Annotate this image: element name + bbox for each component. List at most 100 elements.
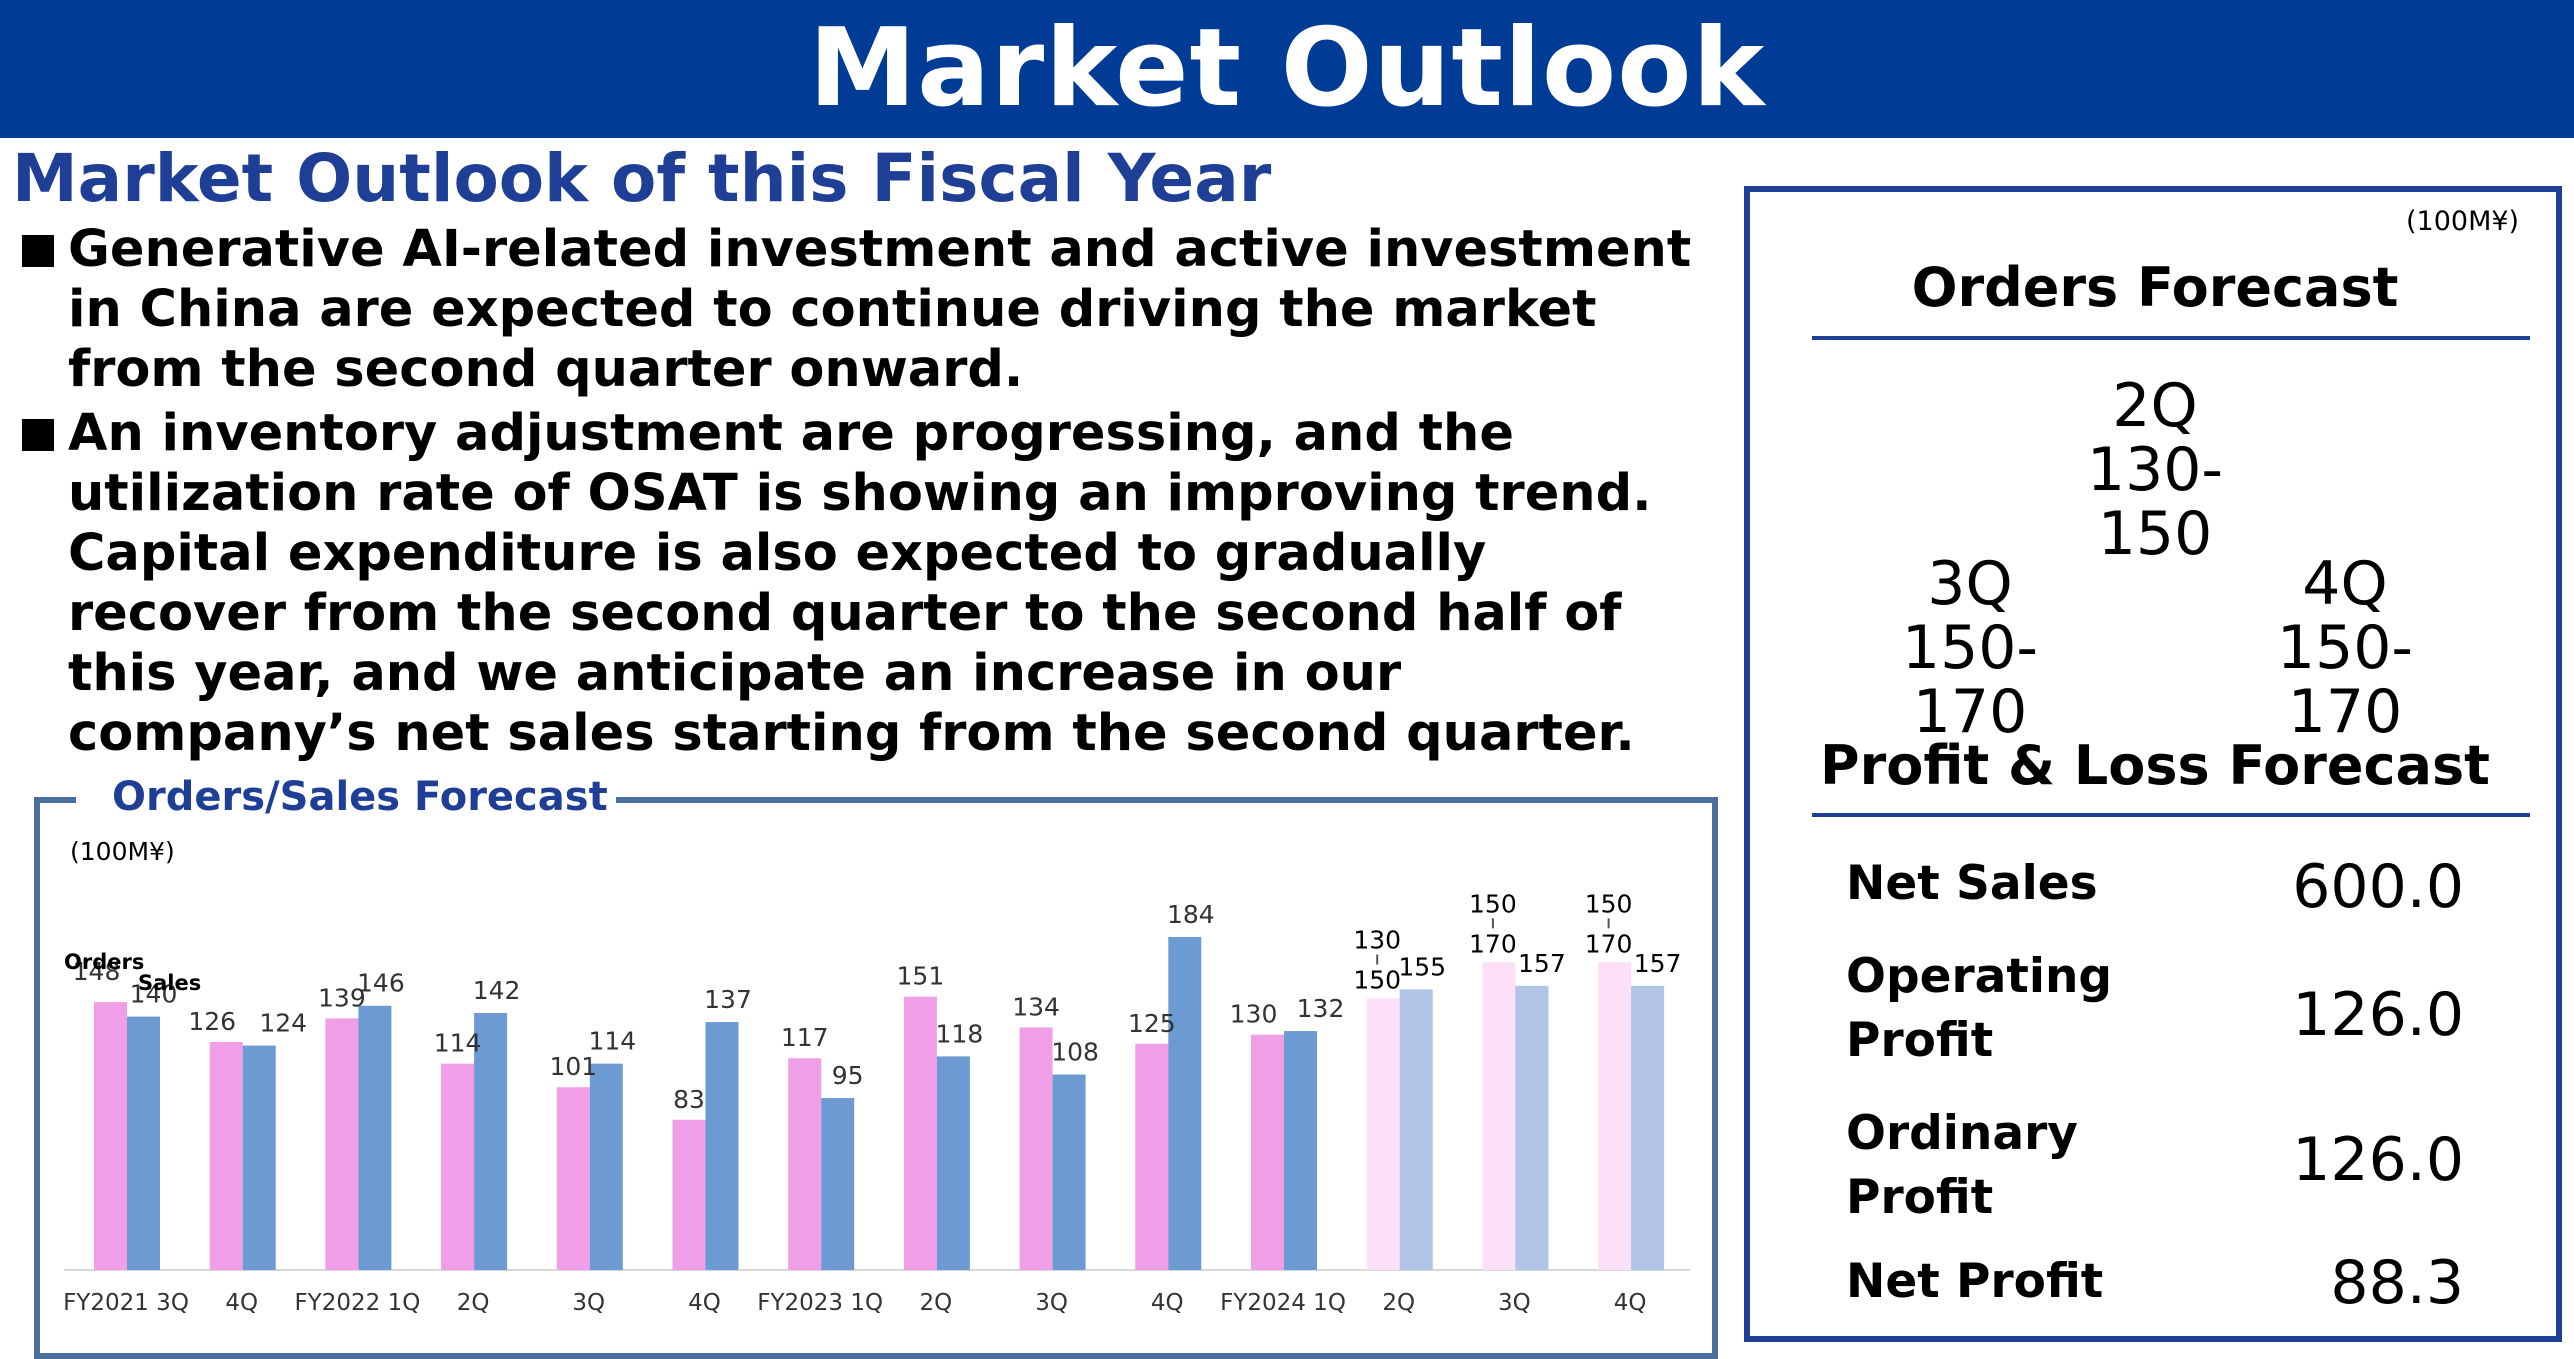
sales-value-label: 157 [1518,949,1566,978]
x-tick-label: FY2022 1Q [294,1290,420,1316]
orders-value-label: 139 [318,983,366,1012]
section-title: Market Outlook of this Fiscal Year [12,140,1272,217]
orders-forecast-low-label: 150 [1469,889,1517,918]
x-tick-label: 3Q [1498,1290,1531,1316]
q4-forecast: 4Q 150-170 [2220,552,2470,744]
sales-bar [589,1063,623,1270]
x-tick-label: 4Q [688,1290,721,1316]
x-tick-label: 2Q [1382,1290,1415,1316]
orders-bar [903,996,937,1270]
sales-value-label: 142 [473,976,521,1005]
orders-value-label: 148 [73,957,121,986]
sales-bar [936,1056,970,1270]
net-sales-label: Net Sales [1846,856,2098,911]
bullet-item: An inventory adjustment are progressing,… [22,404,1712,764]
orders-value-label: 83 [673,1085,705,1114]
orders-value-label: 126 [188,1007,236,1036]
q4-range: 150-170 [2276,613,2414,747]
sales-bar [1052,1074,1086,1270]
orders-bar [1135,1043,1169,1270]
header-banner: Market Outlook [0,0,2574,138]
sales-bar [1168,936,1202,1270]
square-bullet-icon [22,235,54,267]
sales-bar [474,1012,508,1270]
net-profit-label: Net Profit [1846,1254,2104,1309]
orders-value-label: 170 [1469,929,1517,958]
orders-bar [1019,1027,1053,1270]
q3-label: 3Q [1927,549,2013,619]
operating-profit-label: Operating Profit [1846,949,2113,1068]
x-tick-label: 2Q [920,1290,953,1316]
page-title: Market Outlook [808,6,1766,131]
sales-bar [1515,985,1549,1270]
q2-forecast: 2Q 130-150 [2030,374,2280,566]
divider [1812,813,2530,817]
sales-bar [242,1045,276,1270]
orders-bar [1598,962,1632,1270]
orders-value-label: 117 [781,1023,829,1052]
sales-value-label: 124 [259,1009,307,1038]
orders-forecast-title: Orders Forecast [1911,256,2399,319]
orders-bar [556,1087,590,1270]
bullet-text: An inventory adjustment are progressing,… [68,404,1652,763]
x-tick-label: FY2024 1Q [1220,1290,1346,1316]
orders-bar [325,1018,359,1270]
sales-value-label: 114 [588,1027,636,1056]
sales-bar [1631,985,1665,1270]
x-tick-label: 4Q [1151,1290,1184,1316]
orders-bar [672,1119,706,1270]
orders-value-label: 134 [1012,992,1060,1021]
x-tick-label: FY2021 3Q [63,1290,189,1316]
orders-bar [788,1058,822,1270]
net-sales-value: 600.0 [2292,852,2464,922]
ordinary-profit-value: 126.0 [2292,1125,2464,1195]
legend-sales-label: Sales [138,971,201,995]
chart-title-backdrop [76,770,616,826]
orders-value-label: 151 [897,962,945,991]
orders-bar [94,1002,127,1270]
orders-value-label: 101 [549,1052,597,1081]
orders-value-label: 125 [1128,1009,1176,1038]
sales-bar [821,1098,855,1270]
sales-value-label: 118 [936,1019,984,1048]
orders-value-label: 150 [1353,966,1401,995]
x-tick-label: 3Q [572,1290,605,1316]
sales-value-label: 137 [704,985,752,1014]
net-profit-value: 88.3 [2330,1248,2464,1318]
sales-value-label: 132 [1297,994,1345,1023]
orders-value-label: 130 [1230,1000,1278,1029]
sales-value-label: 184 [1167,900,1215,929]
q2-range: 130-150 [2086,435,2224,569]
legend-orders-label: Orders [64,950,144,974]
orders-value-label: 114 [434,1029,482,1058]
x-tick-label: 3Q [1035,1290,1068,1316]
orders-bar [1251,1034,1284,1270]
sales-value-label: 95 [832,1061,864,1090]
sales-value-label: 140 [130,980,178,1009]
orders-bar [209,1041,243,1270]
sales-bar [127,1016,160,1270]
panel-unit: (100M¥) [2406,206,2520,237]
orders-value-label: 170 [1585,929,1633,958]
operating-profit-value: 126.0 [2292,980,2464,1050]
sales-bar [705,1022,739,1270]
chart-unit-label: (100M¥) [70,837,175,866]
bullet-item: Generative AI-related investment and act… [22,220,1712,400]
sales-bar [1284,1031,1317,1270]
sales-bar [358,1005,392,1270]
sales-value-label: 155 [1398,952,1446,981]
orders-bar [1366,998,1400,1270]
orders-forecast-low-label: 150 [1585,889,1633,918]
q2-label: 2Q [2112,371,2198,441]
square-bullet-icon [22,419,54,451]
forecast-panel [1744,186,2562,1342]
chart-title: Orders/Sales Forecast [112,774,608,820]
bullet-text: Generative AI-related investment and act… [68,220,1692,399]
ordinary-profit-label: Ordinary Profit [1846,1106,2078,1225]
sales-bar [1399,989,1433,1270]
sales-value-label: 146 [357,969,405,998]
orders-bar [441,1063,475,1270]
orders-forecast-low-label: 130 [1353,926,1401,955]
q3-range: 150-170 [1901,613,2039,747]
